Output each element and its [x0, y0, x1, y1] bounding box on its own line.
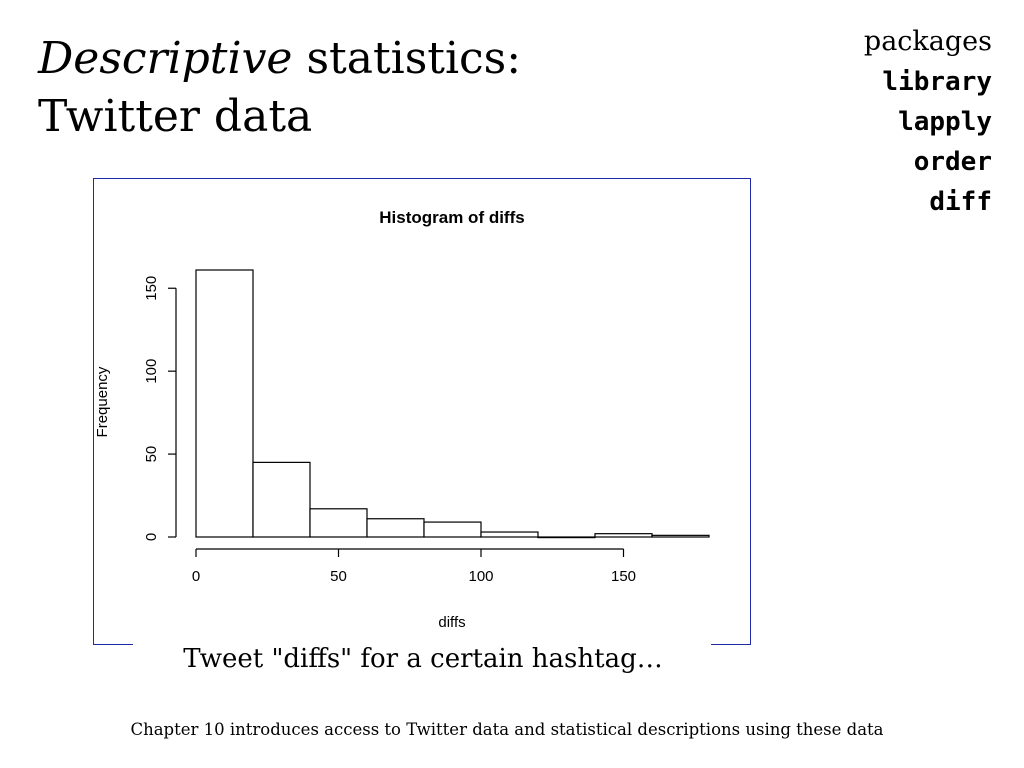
histogram-bar-6	[537, 536, 596, 539]
x-tick-label-3: 150	[611, 568, 636, 585]
y-tick-label-1: 50	[143, 446, 160, 463]
histogram-frame: Histogram of diffs diffs Frequency 0 50 10…	[93, 178, 751, 645]
x-tick-label-2: 100	[468, 568, 493, 585]
title-italic: Descriptive	[38, 33, 293, 84]
histogram-bar-5	[480, 531, 539, 538]
slide-title: Descriptive statistics: Twitter data	[38, 30, 521, 146]
y-axis: 0 50 100 150	[143, 276, 177, 541]
title-line2: Twitter data	[38, 91, 313, 142]
chart-caption: Tweet "diffs" for a certain hashtag…	[183, 644, 663, 674]
packages-list: packages library lapply order diff	[864, 22, 992, 222]
histogram-bar-2	[309, 508, 368, 538]
y-axis-label: Frequency	[94, 366, 111, 437]
title-rest: statistics:	[292, 33, 522, 84]
function-library: library	[882, 67, 992, 97]
y-tick-label-0: 0	[143, 533, 160, 541]
x-tick-label-0: 0	[192, 568, 200, 585]
y-tick-label-2: 100	[143, 359, 160, 384]
histogram-chart: Histogram of diffs diffs Frequency 0 50 10…	[94, 208, 710, 631]
histogram-bar-0	[195, 269, 254, 538]
y-tick-label-3: 150	[143, 276, 160, 301]
chart-title: Histogram of diffs	[379, 208, 524, 227]
histogram-bar-1	[252, 461, 311, 538]
x-axis-label: diffs	[438, 614, 465, 631]
function-lapply: lapply	[898, 107, 992, 137]
packages-label: packages	[863, 26, 992, 57]
histogram-bar-8	[651, 534, 710, 538]
frame-gap	[133, 640, 711, 652]
histogram-bar-3	[366, 518, 425, 538]
histogram-bar-7	[594, 533, 653, 538]
function-diff: diff	[929, 187, 992, 217]
function-order: order	[913, 147, 992, 177]
histogram-bars	[195, 269, 710, 539]
x-axis: 0 50 100 150	[192, 548, 636, 585]
histogram-bar-4	[423, 521, 482, 538]
x-tick-label-1: 50	[330, 568, 347, 585]
slide-footer: Chapter 10 introduces access to Twitter …	[130, 720, 884, 739]
